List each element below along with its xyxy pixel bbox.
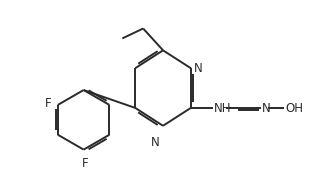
Text: F: F <box>45 97 52 110</box>
Text: N: N <box>151 136 160 149</box>
Text: F: F <box>82 157 89 170</box>
Text: N: N <box>194 62 202 75</box>
Text: N: N <box>262 102 271 115</box>
Text: OH: OH <box>285 102 303 115</box>
Text: NH: NH <box>214 102 231 115</box>
